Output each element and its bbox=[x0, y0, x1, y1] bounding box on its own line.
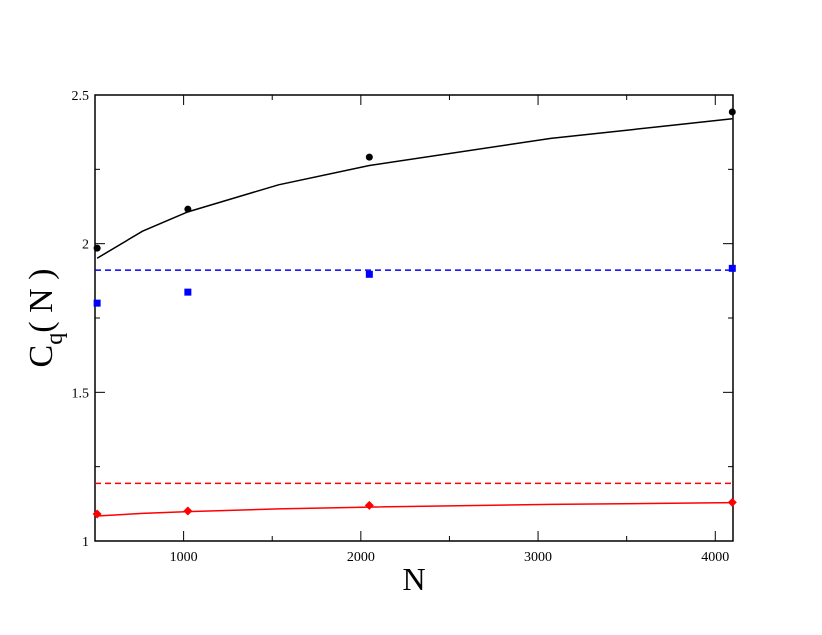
data-point bbox=[365, 270, 373, 278]
x-tick-label: 2000 bbox=[347, 550, 375, 565]
y-tick-label: 2.5 bbox=[72, 89, 90, 104]
data-point bbox=[93, 244, 101, 252]
x-tick-label: 3000 bbox=[524, 550, 552, 565]
data-point bbox=[365, 153, 373, 161]
data-point bbox=[728, 108, 736, 116]
data-point bbox=[184, 288, 192, 296]
fit-line bbox=[96, 118, 733, 259]
y-tick-label: 1.5 bbox=[72, 386, 90, 401]
plot-frame bbox=[94, 94, 734, 542]
data-point bbox=[93, 299, 101, 307]
fit-line bbox=[97, 501, 733, 517]
data-point bbox=[92, 509, 102, 519]
data-point bbox=[727, 497, 737, 507]
data-point bbox=[183, 506, 193, 516]
y-label-main: C bbox=[23, 345, 60, 368]
data-point bbox=[728, 264, 736, 272]
y-tick-label: 2 bbox=[82, 238, 89, 253]
x-axis-label: N bbox=[402, 561, 425, 597]
y-label-sub: q bbox=[42, 333, 68, 345]
y-tick-label: 1 bbox=[82, 535, 89, 550]
x-tick-label: 4000 bbox=[701, 550, 729, 565]
y-axis-label: Cq( N ) bbox=[23, 269, 68, 368]
data-point bbox=[184, 205, 192, 213]
x-tick-label: 1000 bbox=[170, 550, 198, 565]
y-label-rest: ( N ) bbox=[23, 269, 60, 333]
data-point bbox=[364, 500, 374, 510]
